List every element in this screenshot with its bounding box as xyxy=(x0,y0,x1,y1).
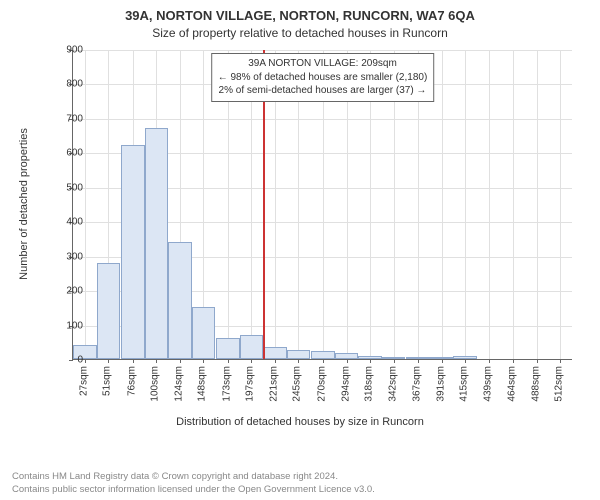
x-tick-mark xyxy=(108,359,109,363)
histogram-bar xyxy=(168,242,192,359)
annotation-box: 39A NORTON VILLAGE: 209sqm ← 98% of deta… xyxy=(211,53,435,102)
x-tick-label: 221sqm xyxy=(268,366,279,402)
x-tick-label: 76sqm xyxy=(126,366,137,396)
x-tick-mark xyxy=(418,359,419,363)
x-tick-label: 51sqm xyxy=(102,366,113,396)
x-tick-label: 415sqm xyxy=(459,366,470,402)
x-tick-mark xyxy=(442,359,443,363)
x-tick-mark xyxy=(537,359,538,363)
gridline-vertical xyxy=(85,50,86,359)
annotation-line2: ← 98% of detached houses are smaller (2,… xyxy=(218,71,428,85)
histogram-bar xyxy=(311,351,335,359)
histogram-bar xyxy=(216,338,240,359)
y-tick-label: 0 xyxy=(43,355,83,366)
x-tick-label: 342sqm xyxy=(387,366,398,402)
x-tick-mark xyxy=(156,359,157,363)
x-tick-mark xyxy=(298,359,299,363)
x-tick-mark xyxy=(513,359,514,363)
gridline-vertical xyxy=(513,50,514,359)
x-tick-mark xyxy=(489,359,490,363)
histogram-bar xyxy=(97,263,121,359)
x-tick-mark xyxy=(203,359,204,363)
x-tick-label: 173sqm xyxy=(221,366,232,402)
y-tick-label: 900 xyxy=(43,45,83,56)
plot-region: 39A NORTON VILLAGE: 209sqm ← 98% of deta… xyxy=(72,50,572,360)
gridline-vertical xyxy=(465,50,466,359)
histogram-bar xyxy=(263,347,287,359)
histogram-bar xyxy=(240,335,264,359)
histogram-bar xyxy=(145,128,169,359)
x-tick-mark xyxy=(347,359,348,363)
annotation-line3: 2% of semi-detached houses are larger (3… xyxy=(218,84,428,98)
x-tick-label: 439sqm xyxy=(482,366,493,402)
y-tick-label: 300 xyxy=(43,251,83,262)
x-tick-mark xyxy=(133,359,134,363)
x-tick-mark xyxy=(560,359,561,363)
footer-line1: Contains HM Land Registry data © Crown c… xyxy=(12,471,375,483)
chart-title-address: 39A, NORTON VILLAGE, NORTON, RUNCORN, WA… xyxy=(12,8,588,23)
x-tick-label: 270sqm xyxy=(317,366,328,402)
gridline-vertical xyxy=(560,50,561,359)
x-tick-label: 488sqm xyxy=(530,366,541,402)
x-tick-label: 512sqm xyxy=(554,366,565,402)
gridline-vertical xyxy=(537,50,538,359)
x-tick-label: 245sqm xyxy=(292,366,303,402)
x-tick-label: 294sqm xyxy=(340,366,351,402)
y-tick-label: 600 xyxy=(43,148,83,159)
x-tick-mark xyxy=(370,359,371,363)
y-axis-label: Number of detached properties xyxy=(18,128,30,280)
x-tick-mark xyxy=(180,359,181,363)
y-tick-label: 100 xyxy=(43,320,83,331)
y-tick-label: 400 xyxy=(43,217,83,228)
x-tick-label: 464sqm xyxy=(507,366,518,402)
y-tick-label: 200 xyxy=(43,286,83,297)
histogram-bar xyxy=(382,357,406,359)
y-tick-label: 500 xyxy=(43,182,83,193)
x-tick-mark xyxy=(323,359,324,363)
x-tick-mark xyxy=(228,359,229,363)
x-tick-label: 391sqm xyxy=(435,366,446,402)
y-tick-label: 800 xyxy=(43,79,83,90)
histogram-bar xyxy=(192,307,216,359)
histogram-bar xyxy=(121,145,145,359)
x-tick-label: 100sqm xyxy=(150,366,161,402)
x-tick-label: 318sqm xyxy=(364,366,375,402)
x-tick-label: 27sqm xyxy=(78,366,89,396)
chart-title-subtitle: Size of property relative to detached ho… xyxy=(12,26,588,40)
gridline-vertical xyxy=(442,50,443,359)
histogram-bar xyxy=(406,357,430,359)
x-tick-label: 197sqm xyxy=(245,366,256,402)
x-axis-label: Distribution of detached houses by size … xyxy=(12,416,588,428)
x-tick-mark xyxy=(465,359,466,363)
histogram-bar xyxy=(430,357,454,359)
chart-container: 39A, NORTON VILLAGE, NORTON, RUNCORN, WA… xyxy=(0,0,600,500)
footer-attribution: Contains HM Land Registry data © Crown c… xyxy=(12,471,375,496)
x-tick-label: 367sqm xyxy=(412,366,423,402)
annotation-line1: 39A NORTON VILLAGE: 209sqm xyxy=(218,57,428,71)
footer-line2: Contains public sector information licen… xyxy=(12,484,375,496)
x-tick-mark xyxy=(85,359,86,363)
x-tick-mark xyxy=(394,359,395,363)
x-tick-mark xyxy=(251,359,252,363)
gridline-vertical xyxy=(489,50,490,359)
histogram-bar xyxy=(287,350,311,359)
histogram-bar xyxy=(335,353,359,359)
x-tick-label: 148sqm xyxy=(197,366,208,402)
histogram-bar xyxy=(358,356,382,359)
chart-area: Number of detached properties 39A NORTON… xyxy=(12,44,588,434)
x-tick-mark xyxy=(275,359,276,363)
y-tick-label: 700 xyxy=(43,113,83,124)
x-tick-label: 124sqm xyxy=(173,366,184,402)
histogram-bar xyxy=(453,356,477,359)
